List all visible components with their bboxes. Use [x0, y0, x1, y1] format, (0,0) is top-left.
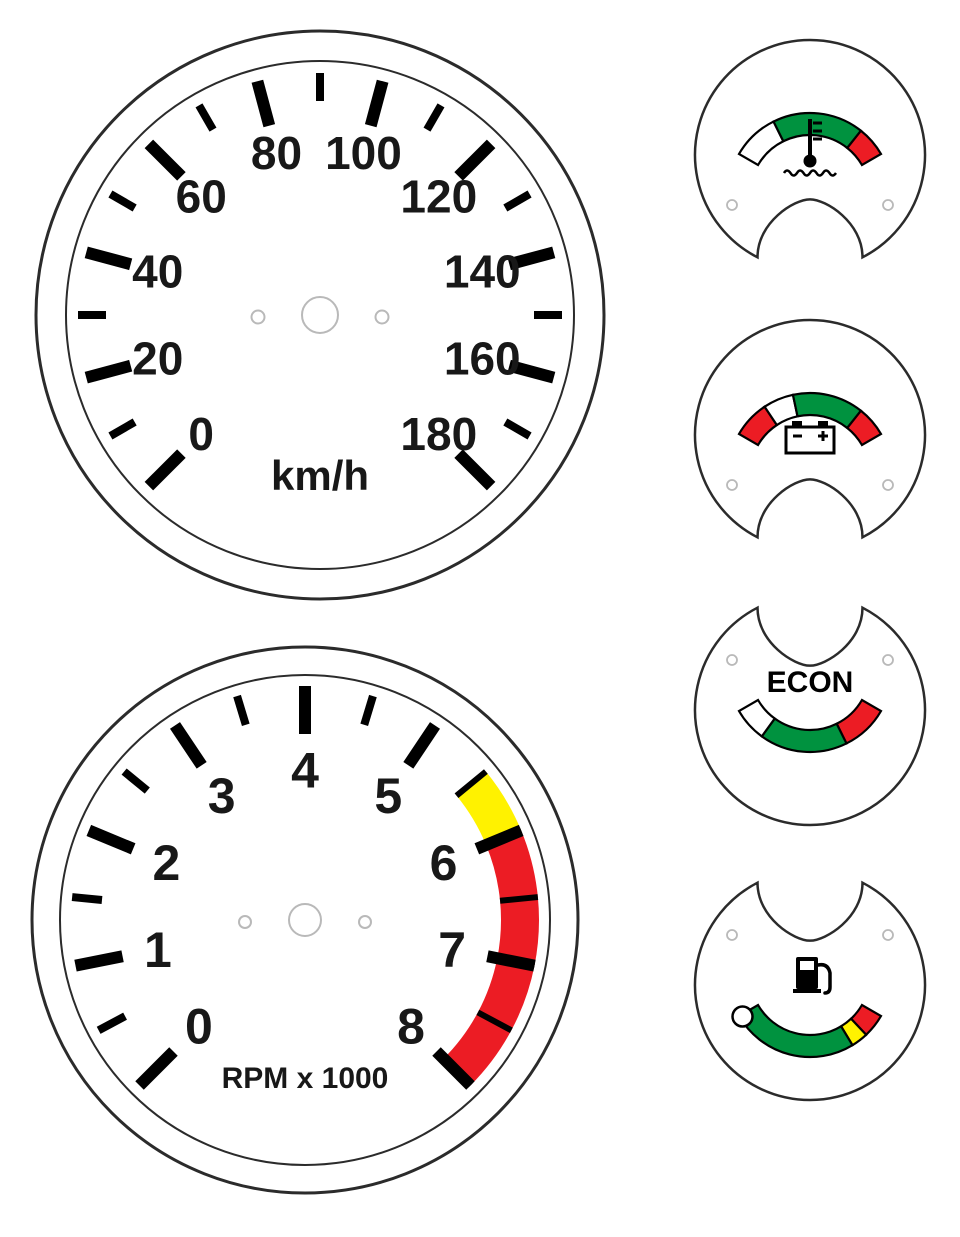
- empty-marker: [733, 1007, 753, 1027]
- scale-number: 120: [400, 170, 477, 222]
- speedometer-gauge: 020 40 60 80 100120 140 160 180 km/h: [36, 31, 604, 599]
- scale-number: 1: [144, 922, 172, 978]
- scale-number: 0: [185, 999, 213, 1055]
- aux-gauge-face: [695, 320, 925, 537]
- scale-number: 2: [153, 835, 181, 891]
- aux-gauge-econ: ECON: [695, 608, 925, 825]
- minor-tick: [72, 897, 102, 900]
- gauge-cluster-diagram: 020406080100120140160180km/h012345678RPM…: [0, 0, 960, 1237]
- scale-number: 0: [188, 408, 214, 460]
- gauge-unit-label: km/h: [271, 452, 369, 499]
- aux-gauge-face: [695, 608, 925, 825]
- scale-number: 80: [251, 127, 302, 179]
- aux-gauge-fuel: [695, 883, 925, 1100]
- scale-number: 60: [176, 170, 227, 222]
- scale-number: 160: [444, 333, 521, 385]
- scale-number: 40: [132, 246, 183, 298]
- scale-number: 8: [397, 999, 425, 1055]
- scale-number: 6: [430, 835, 458, 891]
- scale-number: 20: [132, 333, 183, 385]
- aux-gauge-temp: [695, 40, 925, 257]
- aux-gauge-battery: [695, 320, 925, 537]
- scale-number: 100: [325, 127, 402, 179]
- scale-number: 3: [208, 768, 236, 824]
- scale-number: 5: [374, 768, 402, 824]
- scale-number: 180: [400, 408, 477, 460]
- scale-number: 4: [291, 743, 319, 799]
- scale-number: 140: [444, 246, 521, 298]
- scale-number: 7: [438, 922, 466, 978]
- econ-label-text: ECON: [767, 666, 854, 699]
- gauge-unit-label: RPM x 1000: [222, 1062, 389, 1095]
- tachometer-gauge: 01 23456 78RPM x 1000: [32, 647, 578, 1193]
